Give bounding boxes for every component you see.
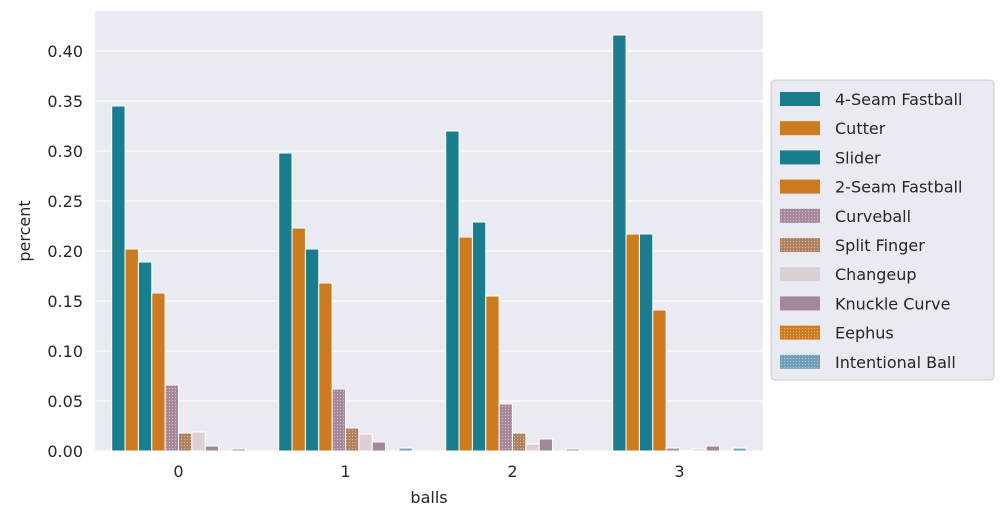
legend-swatch [780, 296, 820, 311]
bar [291, 227, 306, 452]
bar [124, 248, 139, 452]
legend-label: Curveball [835, 207, 911, 226]
bar [191, 431, 206, 452]
y-tick-label: 0.20 [47, 242, 83, 261]
bar-hatch [165, 385, 179, 451]
bar [705, 445, 721, 452]
bar [485, 295, 500, 452]
y-tick-label: 0.35 [47, 92, 83, 111]
bar [151, 292, 166, 452]
y-tick-label: 0.10 [47, 342, 83, 361]
bar [458, 236, 473, 452]
legend-label: 2-Seam Fastball [835, 178, 962, 197]
bar-hatch [332, 389, 346, 451]
x-tick-label: 1 [340, 462, 350, 481]
legend-label: Intentional Ball [835, 353, 956, 372]
y-tick-label: 0.25 [47, 192, 83, 211]
bar [371, 441, 387, 452]
y-axis-label: percent [15, 200, 34, 261]
x-tick-label: 0 [173, 462, 183, 481]
bar-hatch [666, 448, 680, 451]
bar [137, 261, 153, 452]
bar [638, 233, 654, 452]
bar [445, 130, 460, 452]
legend-label: Slider [835, 148, 881, 167]
x-tick-labels: 0 1 2 3 [173, 462, 684, 481]
legend-swatch [780, 92, 820, 106]
legend-swatch-hatch [780, 354, 820, 369]
bar [471, 221, 487, 452]
bar [538, 438, 554, 452]
legend: 4-Seam Fastball Cutter Slider 2-Seam Fastba… [770, 79, 995, 381]
legend-label: Split Finger [835, 236, 925, 255]
bar-hatch [732, 448, 747, 451]
bar [692, 448, 707, 452]
x-axis-label: balls [410, 488, 447, 507]
bar [358, 433, 373, 452]
bar-hatch [499, 404, 513, 451]
legend-label: 4-Seam Fastball [835, 90, 962, 109]
legend-swatch-hatch [780, 325, 820, 340]
legend-label: Eephus [835, 324, 894, 343]
bar-hatch [565, 449, 580, 451]
bar [625, 233, 640, 452]
y-tick-label: 0.30 [47, 142, 83, 161]
y-tick-labels: 0.00 0.05 0.10 0.15 0.20 0.25 0.30 0.35 0.40 [47, 42, 83, 461]
y-tick-label: 0.00 [47, 442, 83, 461]
bar [278, 152, 293, 452]
x-tick-label: 3 [674, 462, 684, 481]
y-tick-label: 0.05 [47, 392, 83, 411]
bar [525, 443, 540, 452]
bar [111, 105, 126, 452]
legend-swatch [780, 150, 820, 165]
x-tick-label: 2 [507, 462, 517, 481]
bar [304, 248, 320, 452]
bars [111, 34, 747, 452]
bar-hatch [512, 433, 526, 451]
bar [318, 282, 333, 452]
legend-swatch-hatch [780, 208, 820, 223]
legend-label: Changeup [835, 265, 917, 284]
bar-hatch [178, 433, 192, 451]
legend-label: Knuckle Curve [835, 294, 950, 313]
y-tick-label: 0.15 [47, 292, 83, 311]
bar-hatch [345, 428, 359, 451]
bar [204, 445, 220, 452]
bar [612, 34, 627, 452]
legend-label: Cutter [835, 119, 886, 138]
bar-hatch [231, 449, 246, 451]
bar [652, 309, 667, 452]
legend-swatch [780, 179, 820, 194]
bar-hatch [398, 448, 413, 451]
y-tick-label: 0.40 [47, 42, 83, 61]
legend-swatch [780, 121, 820, 136]
legend-swatch [780, 267, 820, 282]
legend-box [770, 79, 995, 381]
legend-swatch-hatch [780, 238, 820, 252]
